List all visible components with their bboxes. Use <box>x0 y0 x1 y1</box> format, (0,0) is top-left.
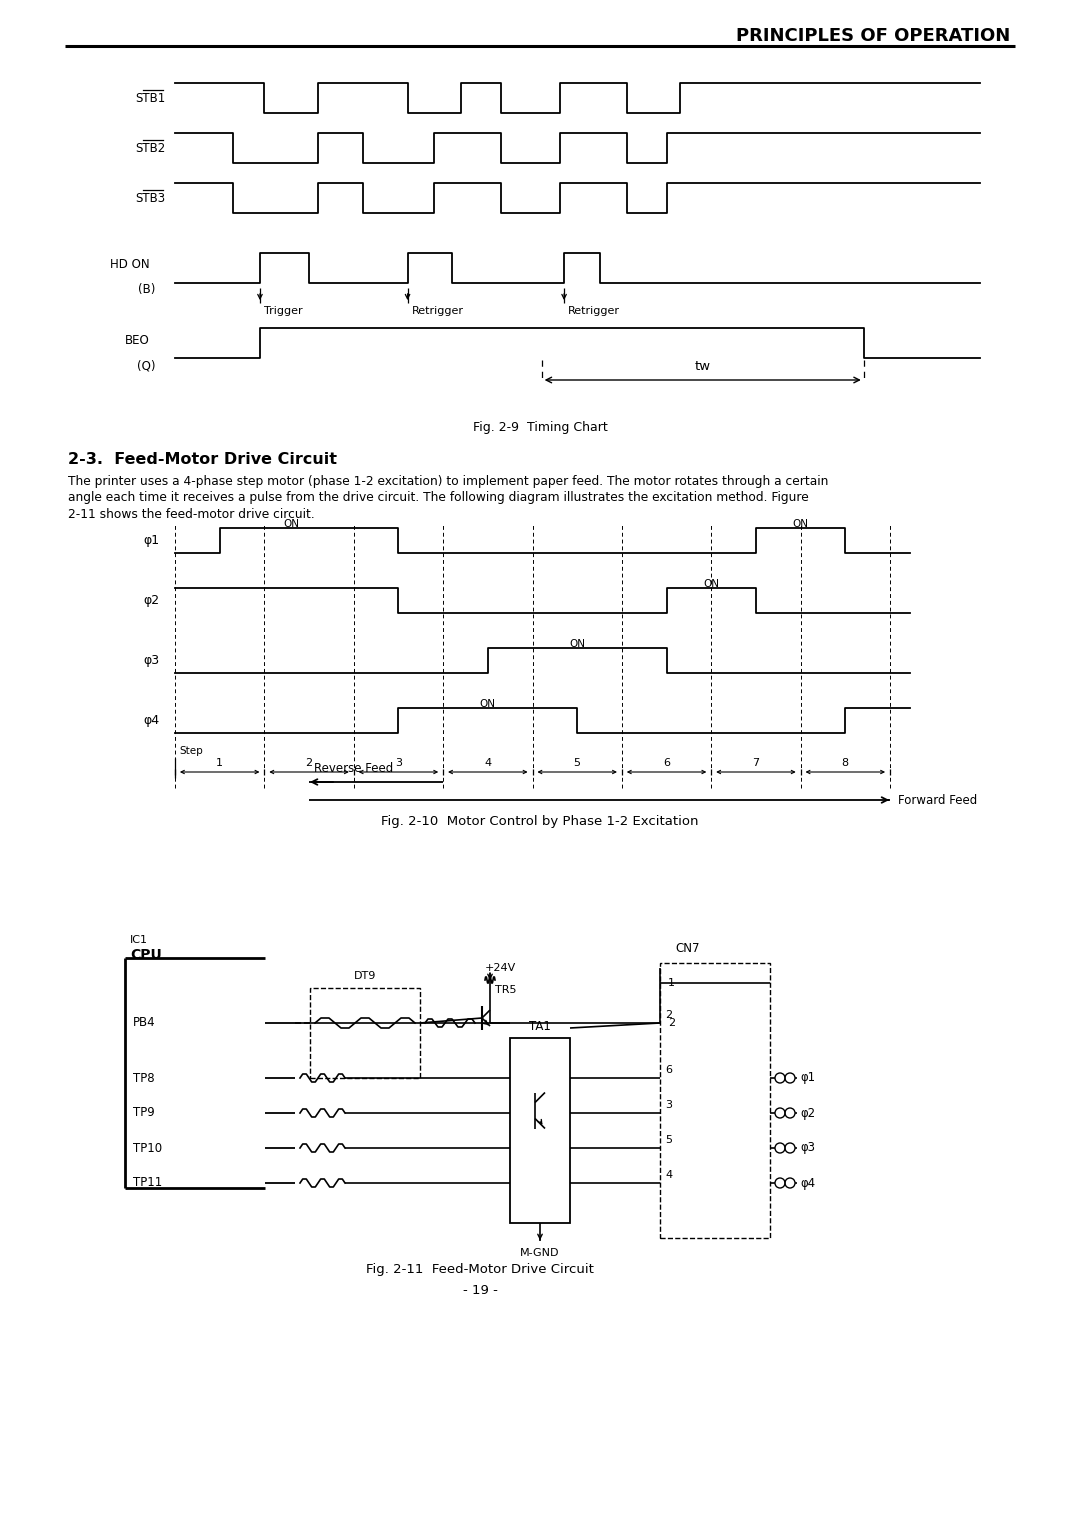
Text: Fig. 2-9  Timing Chart: Fig. 2-9 Timing Chart <box>473 422 607 434</box>
Text: ON: ON <box>569 639 585 649</box>
Text: BEO: BEO <box>125 335 150 347</box>
Text: Reverse Feed: Reverse Feed <box>314 762 393 776</box>
Text: 5: 5 <box>665 1135 672 1144</box>
Text: (Q): (Q) <box>136 359 156 373</box>
Text: DT9: DT9 <box>354 970 376 981</box>
Text: CN7: CN7 <box>675 941 700 955</box>
Text: 3: 3 <box>395 758 402 769</box>
Text: Step: Step <box>179 746 203 756</box>
Text: STB2: STB2 <box>135 142 165 154</box>
Text: ON: ON <box>703 579 719 588</box>
Text: - 19 -: - 19 - <box>462 1284 498 1296</box>
Text: 5: 5 <box>573 758 581 769</box>
Text: TR5: TR5 <box>495 986 516 995</box>
Text: Fig. 2-10  Motor Control by Phase 1-2 Excitation: Fig. 2-10 Motor Control by Phase 1-2 Exc… <box>381 816 699 828</box>
Text: 6: 6 <box>663 758 670 769</box>
Text: φ4: φ4 <box>144 714 160 727</box>
Text: CPU: CPU <box>130 947 162 963</box>
Text: 2-11 shows the feed-motor drive circuit.: 2-11 shows the feed-motor drive circuit. <box>68 509 314 521</box>
Text: φ3: φ3 <box>800 1141 815 1155</box>
Text: 8: 8 <box>841 758 849 769</box>
Text: φ3: φ3 <box>144 654 160 668</box>
Bar <box>510 1038 570 1222</box>
Text: Fig. 2-11  Feed-Motor Drive Circuit: Fig. 2-11 Feed-Motor Drive Circuit <box>366 1264 594 1276</box>
Text: angle each time it receives a pulse from the drive circuit. The following diagra: angle each time it receives a pulse from… <box>68 492 809 504</box>
Text: TP10: TP10 <box>133 1141 162 1155</box>
Text: 2: 2 <box>669 1018 675 1028</box>
Text: Trigger: Trigger <box>264 306 302 316</box>
Text: TP11: TP11 <box>133 1177 162 1189</box>
Text: 4: 4 <box>484 758 491 769</box>
Text: TP8: TP8 <box>133 1071 154 1085</box>
Text: TP9: TP9 <box>133 1106 154 1120</box>
Text: 4: 4 <box>665 1170 672 1180</box>
Text: +24V: +24V <box>485 963 516 973</box>
Text: φ1: φ1 <box>800 1071 815 1085</box>
Text: φ4: φ4 <box>800 1177 815 1189</box>
Text: HD ON: HD ON <box>110 258 150 272</box>
Text: Retrigger: Retrigger <box>568 306 620 316</box>
Text: ON: ON <box>793 520 809 529</box>
Text: ON: ON <box>283 520 299 529</box>
Text: φ2: φ2 <box>800 1106 815 1120</box>
Text: φ1: φ1 <box>144 533 160 547</box>
Text: 2: 2 <box>306 758 312 769</box>
Text: tw: tw <box>694 361 711 373</box>
Text: Retrigger: Retrigger <box>411 306 463 316</box>
Text: 2: 2 <box>665 1010 672 1021</box>
Text: (B): (B) <box>137 283 156 295</box>
Text: 3: 3 <box>665 1100 672 1109</box>
Text: 1: 1 <box>669 978 675 989</box>
Text: 2-3.  Feed-Motor Drive Circuit: 2-3. Feed-Motor Drive Circuit <box>68 452 337 468</box>
Text: 1: 1 <box>216 758 224 769</box>
Text: φ2: φ2 <box>144 594 160 607</box>
Text: STB3: STB3 <box>135 191 165 205</box>
Text: 7: 7 <box>753 758 759 769</box>
Text: ON: ON <box>480 698 496 709</box>
Text: PRINCIPLES OF OPERATION: PRINCIPLES OF OPERATION <box>735 28 1010 44</box>
Text: PB4: PB4 <box>133 1016 156 1030</box>
Text: The printer uses a 4-phase step motor (phase 1-2 excitation) to implement paper : The printer uses a 4-phase step motor (p… <box>68 475 828 487</box>
Text: M-GND: M-GND <box>521 1248 559 1258</box>
Text: TA1: TA1 <box>529 1019 551 1033</box>
Text: STB1: STB1 <box>135 92 165 104</box>
Text: IC1: IC1 <box>130 935 148 944</box>
Text: 6: 6 <box>665 1065 672 1076</box>
Text: Forward Feed: Forward Feed <box>897 793 977 807</box>
